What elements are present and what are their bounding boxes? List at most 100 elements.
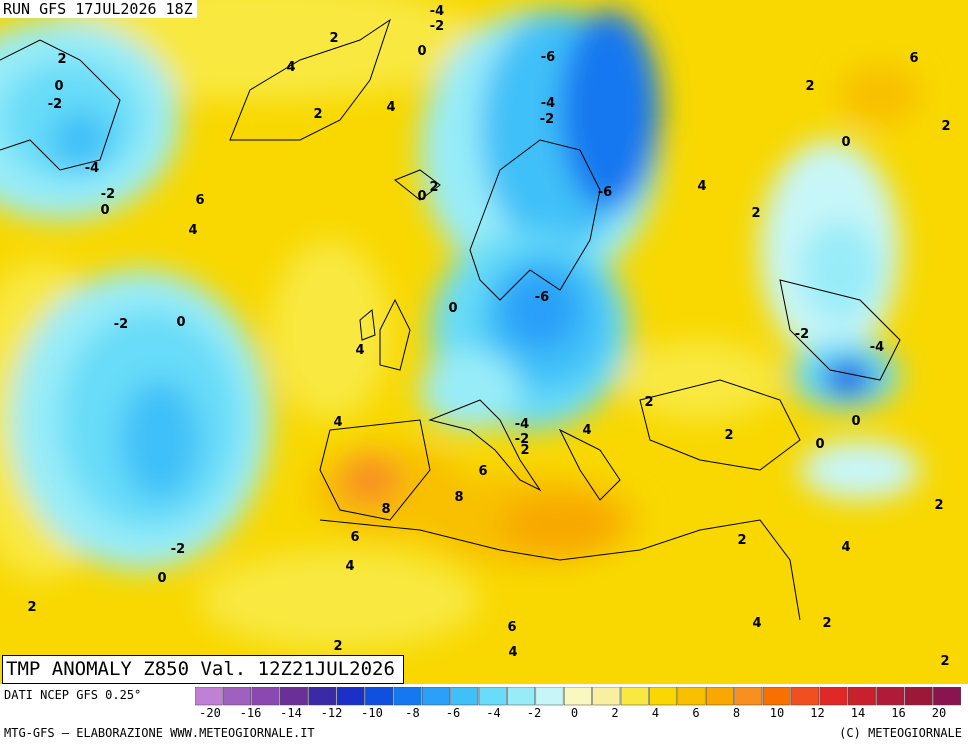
contour-label: 6 bbox=[350, 530, 359, 545]
color-scale-swatch bbox=[421, 687, 450, 706]
contour-label: 4 bbox=[188, 223, 197, 238]
contour-label: 4 bbox=[752, 616, 761, 631]
color-scale-swatch bbox=[677, 687, 706, 706]
color-scale-swatch bbox=[734, 687, 763, 706]
color-scale-tick: 2 bbox=[611, 706, 619, 720]
contour-label: 2 bbox=[822, 616, 831, 631]
contour-label: 0 bbox=[100, 203, 109, 218]
map-title: TMP ANOMALY Z850 Val. 12Z21JUL2026 bbox=[2, 655, 404, 684]
contour-label: -4 bbox=[541, 96, 555, 111]
color-scale-tick: 20 bbox=[931, 706, 947, 720]
color-scale-swatch bbox=[279, 687, 308, 706]
contour-label: -4 bbox=[85, 161, 99, 176]
contour-label: 0 bbox=[54, 79, 63, 94]
data-source-label: DATI NCEP GFS 0.25° bbox=[4, 688, 142, 702]
color-scale-tick: -4 bbox=[486, 706, 501, 720]
contour-label: 8 bbox=[454, 490, 463, 505]
contour-label: -6 bbox=[598, 185, 612, 200]
contour-label: -6 bbox=[541, 50, 555, 65]
color-scale-swatch bbox=[223, 687, 252, 706]
contour-label: 0 bbox=[417, 189, 426, 204]
contour-label: 2 bbox=[751, 206, 760, 221]
color-scale-swatch bbox=[251, 687, 280, 706]
run-label: RUN GFS 17JUL2026 18Z bbox=[0, 0, 197, 18]
contour-label: -2 bbox=[114, 317, 128, 332]
contour-label: -2 bbox=[540, 112, 554, 127]
contour-label: 4 bbox=[841, 540, 850, 555]
contour-label: 0 bbox=[176, 315, 185, 330]
color-scale-tick: -10 bbox=[361, 706, 383, 720]
contour-label: 2 bbox=[57, 52, 66, 67]
color-scale-tick: 0 bbox=[570, 706, 579, 720]
color-scale-swatch bbox=[762, 687, 791, 706]
contour-label: 4 bbox=[286, 60, 295, 75]
contour-label: 2 bbox=[27, 600, 36, 615]
contour-label: -4 bbox=[430, 4, 444, 19]
contour-label: 4 bbox=[697, 179, 706, 194]
contour-label: 6 bbox=[195, 193, 204, 208]
contour-label: 2 bbox=[805, 79, 814, 94]
contour-label: 4 bbox=[386, 100, 395, 115]
contour-label: 6 bbox=[507, 620, 516, 635]
color-scale-swatch bbox=[563, 687, 592, 706]
color-scale-tick: -2 bbox=[526, 706, 542, 720]
contour-label: -4 bbox=[515, 417, 529, 432]
contour-label: 4 bbox=[508, 645, 517, 660]
contour-label: 2 bbox=[520, 443, 529, 458]
color-scale-tick: 16 bbox=[891, 706, 906, 720]
color-scale-tick: 8 bbox=[732, 706, 741, 720]
color-scale-swatch bbox=[819, 687, 848, 706]
contour-label: 2 bbox=[333, 639, 342, 654]
color-scale-tick: 6 bbox=[692, 706, 700, 720]
contour-label: 6 bbox=[478, 464, 487, 479]
color-scale-swatch bbox=[336, 687, 365, 706]
color-scale-swatch bbox=[592, 687, 621, 706]
contour-label: -2 bbox=[795, 327, 809, 342]
footer: DATI NCEP GFS 0.25° -20 -16 -14 -12 -10 -8 -6-… bbox=[0, 684, 968, 745]
contour-label: 6 bbox=[909, 51, 918, 66]
color-scale-tick: -20 bbox=[199, 706, 221, 720]
contour-label: 2 bbox=[940, 654, 949, 669]
color-scale bbox=[195, 687, 962, 706]
contour-label: 2 bbox=[934, 498, 943, 513]
contour-label: 2 bbox=[941, 119, 950, 134]
contour-label: 2 bbox=[644, 395, 653, 410]
color-scale-tick: -16 bbox=[239, 706, 262, 720]
contour-label: 8 bbox=[381, 502, 390, 517]
color-scale-tick: -8 bbox=[405, 706, 420, 720]
color-scale-tick: 10 bbox=[769, 706, 785, 720]
color-scale-swatch bbox=[791, 687, 820, 706]
contour-label: 4 bbox=[333, 415, 342, 430]
contour-label: -2 bbox=[48, 97, 62, 112]
contour-label: -6 bbox=[535, 290, 549, 305]
color-scale-tick: 4 bbox=[651, 706, 660, 720]
contour-label: 4 bbox=[345, 559, 354, 574]
color-scale-swatch bbox=[705, 687, 734, 706]
contour-label: 2 bbox=[329, 31, 338, 46]
color-scale-swatch bbox=[535, 687, 564, 706]
contour-label: -2 bbox=[430, 19, 444, 34]
color-scale-swatch bbox=[649, 687, 678, 706]
contour-label: 0 bbox=[851, 414, 860, 429]
contour-label: 2 bbox=[429, 180, 438, 195]
credit-left: MTG-GFS – ELABORAZIONE WWW.METEOGIORNALE… bbox=[4, 726, 315, 740]
color-scale-tick: -14 bbox=[280, 706, 302, 720]
contour-label: 0 bbox=[448, 301, 457, 316]
color-scale-swatch bbox=[904, 687, 933, 706]
color-scale-swatch bbox=[620, 687, 649, 706]
color-scale-swatch bbox=[478, 687, 507, 706]
color-scale-swatch bbox=[393, 687, 422, 706]
contour-label: -2 bbox=[515, 432, 529, 447]
contour-label: 2 bbox=[724, 428, 733, 443]
contour-label: 0 bbox=[815, 437, 824, 452]
contour-label: 4 bbox=[355, 343, 364, 358]
contour-label: 0 bbox=[157, 571, 166, 586]
credit-right: (C) METEOGIORNALE bbox=[839, 726, 962, 740]
contour-label: 2 bbox=[313, 107, 322, 122]
contour-label: 2 bbox=[737, 533, 746, 548]
color-scale-swatch bbox=[195, 687, 223, 706]
color-scale-tick: -12 bbox=[320, 706, 343, 720]
contour-label: -2 bbox=[101, 187, 115, 202]
